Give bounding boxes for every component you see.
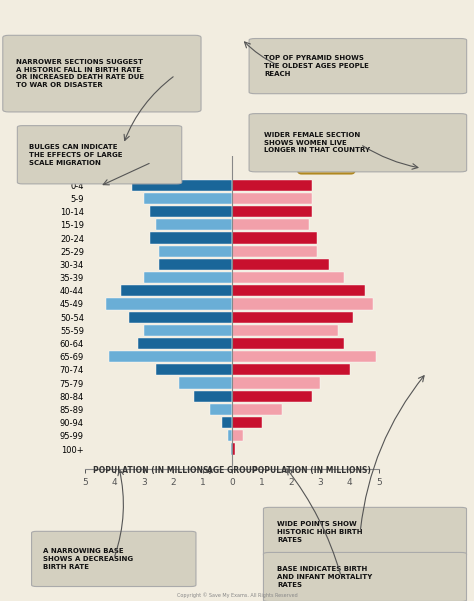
Bar	[232, 206, 311, 217]
Text: A NARROWING BASE
SHOWS A DECREASING
BIRTH RATE: A NARROWING BASE SHOWS A DECREASING BIRT…	[43, 548, 133, 570]
Bar	[144, 272, 232, 283]
Bar	[144, 325, 232, 336]
Bar	[120, 285, 232, 296]
FancyBboxPatch shape	[18, 126, 182, 184]
Text: POPULATION (IN MILLIONS): POPULATION (IN MILLIONS)	[93, 466, 212, 475]
Text: BASE INDICATES BIRTH
AND INFANT MORTALITY
RATES: BASE INDICATES BIRTH AND INFANT MORTALIT…	[277, 566, 373, 588]
Bar	[232, 391, 311, 402]
FancyBboxPatch shape	[264, 552, 466, 601]
Bar	[232, 325, 338, 336]
FancyBboxPatch shape	[249, 114, 466, 172]
Text: AGE GROUP: AGE GROUP	[207, 466, 257, 475]
Bar	[232, 233, 318, 243]
Bar	[232, 417, 262, 429]
Bar	[232, 377, 320, 389]
Bar	[232, 338, 344, 349]
Text: POPULATION (IN MILLIONS): POPULATION (IN MILLIONS)	[252, 466, 371, 475]
Bar	[232, 351, 376, 362]
Bar	[159, 246, 232, 257]
Text: WIDER FEMALE SECTION
SHOWS WOMEN LIVE
LONGER IN THAT COUNTRY: WIDER FEMALE SECTION SHOWS WOMEN LIVE LO…	[264, 132, 370, 153]
Bar	[232, 444, 235, 454]
Bar	[210, 404, 232, 415]
Bar	[132, 180, 232, 191]
Text: FEMALE: FEMALE	[301, 160, 351, 170]
Bar	[138, 338, 232, 349]
Bar	[156, 364, 232, 376]
Text: TOP OF PYRAMID SHOWS
THE OLDEST AGES PEOPLE
REACH: TOP OF PYRAMID SHOWS THE OLDEST AGES PEO…	[264, 55, 369, 77]
Bar	[232, 193, 311, 204]
Bar	[179, 377, 232, 389]
Text: NARROWER SECTIONS SUGGEST
A HISTORIC FALL IN BIRTH RATE
OR INCREASED DEATH RATE : NARROWER SECTIONS SUGGEST A HISTORIC FAL…	[17, 59, 145, 88]
Bar	[159, 259, 232, 270]
FancyBboxPatch shape	[32, 531, 196, 587]
Bar	[232, 180, 311, 191]
FancyBboxPatch shape	[264, 507, 466, 557]
Text: BULGES CAN INDICATE
THE EFFECTS OF LARGE
SCALE MIGRATION: BULGES CAN INDICATE THE EFFECTS OF LARGE…	[28, 144, 122, 165]
Bar	[232, 272, 344, 283]
Bar	[232, 259, 329, 270]
Bar	[232, 364, 350, 376]
Bar	[232, 219, 309, 230]
Bar	[150, 233, 232, 243]
Bar	[232, 246, 318, 257]
Text: MALE: MALE	[121, 160, 155, 170]
FancyBboxPatch shape	[249, 38, 466, 94]
Text: WIDE POINTS SHOW
HISTORIC HIGH BIRTH
RATES: WIDE POINTS SHOW HISTORIC HIGH BIRTH RAT…	[277, 521, 363, 543]
Bar	[150, 206, 232, 217]
Bar	[228, 430, 232, 441]
Text: Copyright © Save My Exams. All Rights Reserved: Copyright © Save My Exams. All Rights Re…	[177, 593, 297, 598]
Bar	[222, 417, 232, 429]
Bar	[156, 219, 232, 230]
Bar	[106, 298, 232, 310]
Bar	[232, 404, 282, 415]
Bar	[232, 430, 243, 441]
Bar	[232, 298, 374, 310]
Bar	[232, 311, 353, 323]
Bar	[129, 311, 232, 323]
Bar	[231, 444, 232, 454]
Bar	[194, 391, 232, 402]
Bar	[144, 193, 232, 204]
FancyBboxPatch shape	[3, 35, 201, 112]
Bar	[109, 351, 232, 362]
Bar	[232, 285, 365, 296]
